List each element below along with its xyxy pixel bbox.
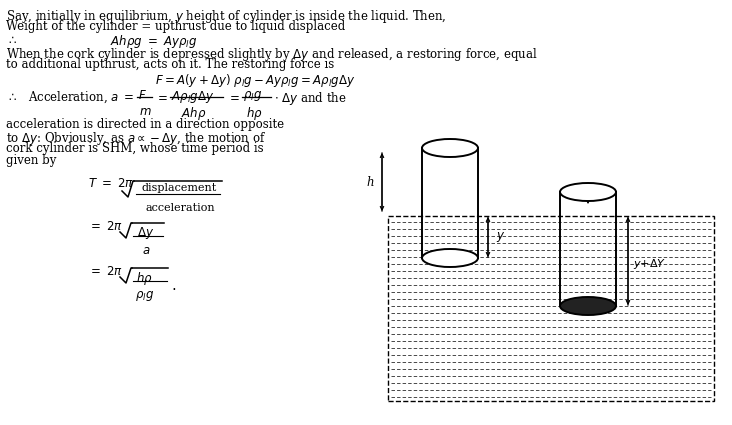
Text: $y$: $y$ <box>496 230 505 244</box>
Text: $\cdot\ \Delta y$ and the: $\cdot\ \Delta y$ and the <box>274 90 347 107</box>
Text: acceleration: acceleration <box>146 203 216 213</box>
Ellipse shape <box>560 297 616 315</box>
Text: to $\Delta y$: Obviously, as $a \propto -\Delta y$, the motion of: to $\Delta y$: Obviously, as $a \propto … <box>6 130 266 147</box>
Text: to additional upthrust, acts on it. The restoring force is: to additional upthrust, acts on it. The … <box>6 58 335 71</box>
Text: $\rho_l g$: $\rho_l g$ <box>135 289 154 303</box>
Ellipse shape <box>560 183 616 201</box>
Ellipse shape <box>422 249 478 267</box>
Text: $\therefore$: $\therefore$ <box>6 90 17 103</box>
Text: $h\rho$: $h\rho$ <box>246 105 263 122</box>
Text: h: h <box>366 176 374 189</box>
Text: $F$: $F$ <box>138 89 147 102</box>
Text: acceleration is directed in a direction opposite: acceleration is directed in a direction … <box>6 118 284 131</box>
Text: $m$: $m$ <box>139 105 152 118</box>
Text: $a$: $a$ <box>142 244 150 257</box>
Text: $A\rho_l g\Delta y$: $A\rho_l g\Delta y$ <box>171 89 214 105</box>
Text: Acceleration, $a\ =$: Acceleration, $a\ =$ <box>28 90 135 105</box>
Text: $=\ 2\pi$: $=\ 2\pi$ <box>88 265 123 278</box>
Text: $Ah\rho g \ = \ Ay\rho_l g$: $Ah\rho g \ = \ Ay\rho_l g$ <box>110 33 197 50</box>
Text: cork cylinder is SHM, whose time period is: cork cylinder is SHM, whose time period … <box>6 142 264 155</box>
Text: $\Delta y$: $\Delta y$ <box>137 225 154 241</box>
Text: $\therefore$: $\therefore$ <box>6 33 17 46</box>
Text: Say, initially in equilibrium, $y$ height of cylinder is inside the liquid. Then: Say, initially in equilibrium, $y$ heigh… <box>6 8 447 25</box>
Text: $h\rho$: $h\rho$ <box>136 270 153 287</box>
Text: displacement: displacement <box>142 183 217 193</box>
Ellipse shape <box>422 139 478 157</box>
Text: When the cork cylinder is depressed slightly by $\Delta y$ and released, a resto: When the cork cylinder is depressed slig… <box>6 46 537 63</box>
Text: $F = A(y + \Delta y)\ \rho_l g - Ay\rho_l g = A\rho_l g\Delta y$: $F = A(y + \Delta y)\ \rho_l g - Ay\rho_… <box>155 72 355 89</box>
Text: $=$: $=$ <box>227 90 240 103</box>
Text: $\rho_l g$: $\rho_l g$ <box>243 89 262 103</box>
Text: $.$: $.$ <box>171 279 176 293</box>
Text: $=$: $=$ <box>155 90 168 103</box>
Text: $y$+$\Delta Y$: $y$+$\Delta Y$ <box>633 257 666 271</box>
Text: given by: given by <box>6 154 56 167</box>
Text: $Ah\rho$: $Ah\rho$ <box>181 105 206 122</box>
Text: Weight of the cylinder = upthrust due to liquid displaced: Weight of the cylinder = upthrust due to… <box>6 20 346 33</box>
Text: $T\ =\ 2\pi$: $T\ =\ 2\pi$ <box>88 177 134 190</box>
Text: $=\ 2\pi$: $=\ 2\pi$ <box>88 220 123 233</box>
Bar <box>388 216 714 401</box>
